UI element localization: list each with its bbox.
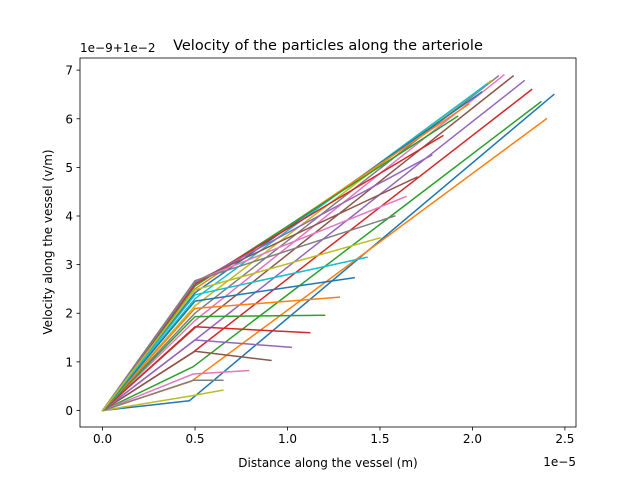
series-line <box>101 369 250 412</box>
plot-frame <box>79 57 577 428</box>
series-line <box>101 256 368 412</box>
chart-title: Velocity of the particles along the arte… <box>173 38 483 54</box>
series-line <box>101 326 311 412</box>
x-tick-label: 2.0 <box>463 432 482 446</box>
series-line <box>101 276 355 412</box>
series-line <box>101 93 555 412</box>
x-axis-label: Distance along the vessel (m) <box>238 456 417 470</box>
series-line <box>101 215 396 412</box>
series-line <box>101 379 224 412</box>
y-axis-label: Velocity along the vessel (v/m) <box>41 149 55 334</box>
y-axis-offset-text: 1e−9+1e−2 <box>80 41 155 55</box>
series-line <box>101 296 341 412</box>
series-line <box>101 314 326 412</box>
axis-ticks: 0.0 0.5 1.0 1.5 2.0 2.5 0 1 2 3 4 5 6 7 <box>65 64 574 446</box>
y-tick-label: 2 <box>65 307 73 321</box>
series-line <box>101 73 505 412</box>
y-tick-label: 4 <box>65 210 73 224</box>
series-line <box>101 350 272 412</box>
series-line <box>101 100 542 412</box>
x-tick-label: 1.5 <box>370 432 389 446</box>
y-tick-label: 3 <box>65 258 73 272</box>
y-tick-label: 5 <box>65 161 73 175</box>
x-tick-label: 2.5 <box>555 432 574 446</box>
x-tick-label: 1.0 <box>278 432 297 446</box>
y-tick-label: 6 <box>65 112 73 126</box>
x-tick-label: 0.0 <box>93 432 112 446</box>
y-tick-label: 0 <box>65 404 73 418</box>
series-line <box>101 389 224 412</box>
series-line <box>101 236 381 412</box>
series-lines <box>101 73 555 412</box>
x-tick-label: 0.5 <box>185 432 204 446</box>
series-line <box>101 339 293 412</box>
y-tick-label: 7 <box>65 64 73 78</box>
y-tick-label: 1 <box>65 355 73 369</box>
x-axis-offset-text: 1e−5 <box>543 455 576 469</box>
